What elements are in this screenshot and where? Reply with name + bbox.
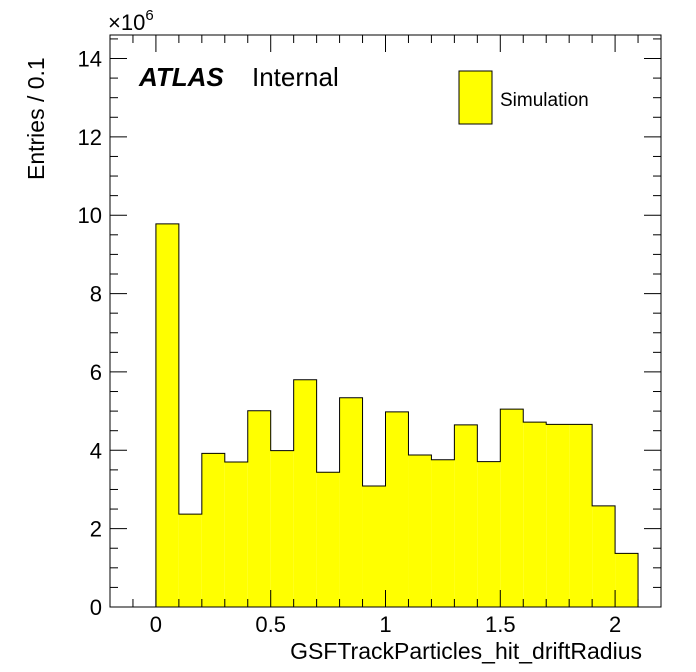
legend-label-simulation: Simulation	[500, 90, 589, 111]
histogram-bin	[546, 424, 570, 607]
histogram-bin	[454, 424, 478, 607]
y-tick-label: 2	[90, 517, 102, 542]
histogram-bin	[385, 411, 409, 607]
histogram-bin	[155, 223, 179, 607]
tick-labels: 0 0.5 1 1.5 2 0 2 4 6 8 10 12 14	[78, 47, 622, 637]
histogram-bin	[224, 462, 248, 607]
histogram-bin	[615, 553, 639, 607]
atlas-sublabel: Internal	[252, 62, 339, 92]
histogram-bin	[293, 379, 317, 607]
histogram-bin	[569, 424, 593, 607]
histogram-bin	[270, 450, 294, 607]
histogram-bin	[523, 422, 547, 607]
axis-ticks	[109, 35, 662, 608]
histogram-bin	[247, 410, 271, 607]
histogram-bin	[339, 397, 363, 607]
histogram-bin	[592, 505, 616, 607]
y-tick-label: 6	[90, 360, 102, 385]
x-tick-label: 0.5	[255, 612, 286, 637]
y-axis-multiplier: ×106	[108, 7, 154, 35]
histogram-bin	[408, 454, 432, 607]
histogram-bin	[431, 459, 455, 607]
y-tick-label: 8	[90, 282, 102, 307]
y-axis-label: Entries / 0.1	[23, 57, 49, 180]
x-tick-label: 1.5	[485, 612, 516, 637]
y-tick-label: 0	[90, 595, 102, 620]
legend: Simulation	[458, 70, 589, 125]
atlas-label: ATLAS	[138, 62, 224, 92]
histogram-bin	[500, 409, 524, 607]
x-tick-label: 1	[379, 612, 391, 637]
histogram-bars	[155, 223, 639, 607]
x-tick-label: 2	[609, 612, 621, 637]
y-tick-label: 12	[78, 125, 102, 150]
histogram-outline	[155, 223, 639, 607]
histogram-bin	[201, 453, 225, 607]
y-tick-label: 4	[90, 438, 102, 463]
histogram-bin	[178, 514, 202, 607]
y-tick-label: 14	[78, 47, 102, 72]
histogram-bin	[477, 461, 501, 607]
x-tick-label: 0	[150, 612, 162, 637]
legend-swatch	[458, 70, 493, 125]
histogram-bin	[362, 485, 386, 607]
x-axis-label: GSFTrackParticles_hit_driftRadius	[290, 638, 642, 664]
histogram-bin	[316, 472, 340, 607]
y-tick-label: 10	[78, 203, 102, 228]
